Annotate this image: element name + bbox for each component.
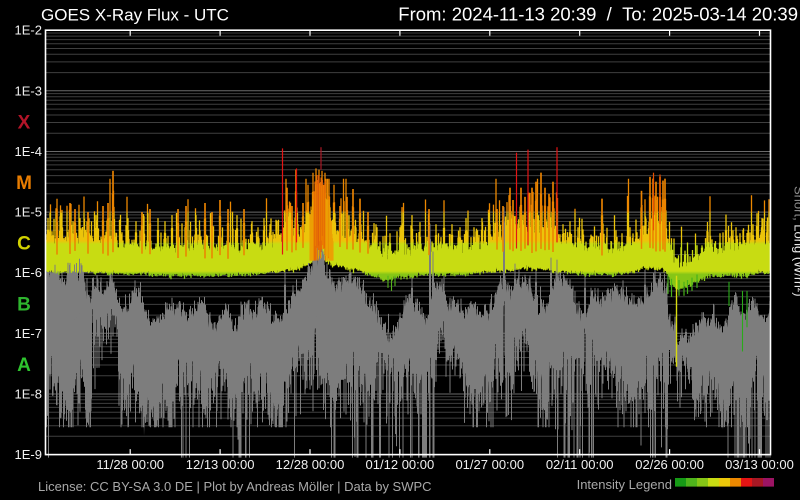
svg-text:From: 2024-11-13 20:39 / To:: From: 2024-11-13 20:39 / To: 2025-03-14 …: [398, 4, 798, 25]
svg-text:01/12 00:00: 01/12 00:00: [366, 457, 435, 472]
svg-text:1E-3: 1E-3: [15, 83, 42, 98]
svg-text:03/13 00:00: 03/13 00:00: [725, 457, 794, 472]
svg-text:1E-7: 1E-7: [15, 326, 42, 341]
svg-text:C: C: [17, 234, 31, 255]
svg-text:B: B: [17, 294, 31, 315]
svg-text:Short, Long (W/m²): Short, Long (W/m²): [792, 186, 800, 297]
svg-text:1E-2: 1E-2: [15, 23, 42, 38]
svg-text:1E-9: 1E-9: [15, 447, 42, 462]
svg-text:GOES X-Ray Flux - UTC: GOES X-Ray Flux - UTC: [41, 6, 229, 25]
svg-text:12/13 00:00: 12/13 00:00: [186, 457, 255, 472]
svg-text:1E-5: 1E-5: [15, 205, 42, 220]
svg-text:02/11 00:00: 02/11 00:00: [546, 457, 614, 472]
svg-text:M: M: [16, 173, 32, 194]
svg-text:11/28 00:00: 11/28 00:00: [96, 457, 164, 472]
svg-text:Intensity Legend: Intensity Legend: [577, 477, 672, 492]
svg-text:02/26 00:00: 02/26 00:00: [635, 457, 704, 472]
svg-text:12/28 00:00: 12/28 00:00: [276, 457, 345, 472]
svg-text:1E-4: 1E-4: [15, 144, 42, 159]
svg-text:1E-8: 1E-8: [15, 387, 42, 402]
svg-text:1E-6: 1E-6: [15, 265, 42, 280]
svg-text:License: CC BY-SA 3.0 DE | Plo: License: CC BY-SA 3.0 DE | Plot by Andre…: [38, 479, 432, 494]
svg-text:01/27 00:00: 01/27 00:00: [455, 457, 524, 472]
svg-text:X: X: [18, 112, 31, 133]
svg-text:A: A: [17, 355, 31, 376]
